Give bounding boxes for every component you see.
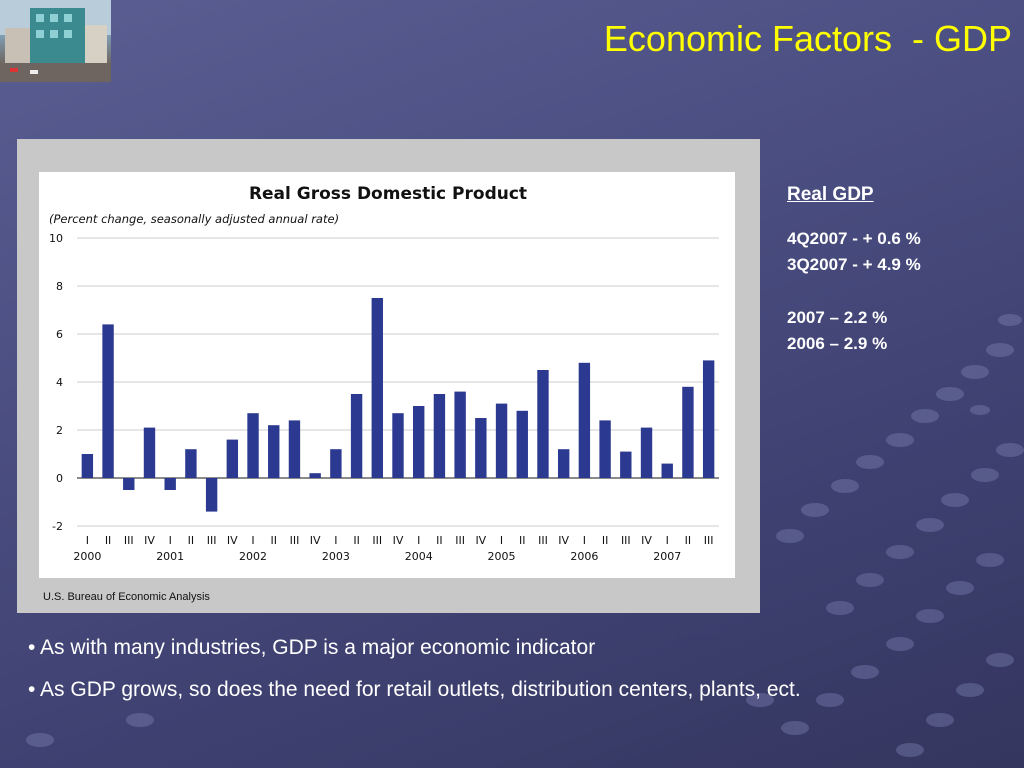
x-tick-label: IV	[144, 534, 155, 547]
slide-title: Economic Factors - GDP	[603, 18, 1012, 59]
bar	[288, 420, 301, 478]
bullet-list: • As with many industries, GDP is a majo…	[28, 636, 801, 720]
x-tick-label: IV	[641, 534, 652, 547]
year-label: 2005	[488, 550, 516, 563]
x-tick-label: I	[86, 534, 89, 547]
y-tick-label: 8	[56, 280, 63, 293]
x-tick-label: I	[417, 534, 420, 547]
bar	[164, 478, 176, 490]
x-tick-label: IV	[558, 534, 569, 547]
chart-area: Real Gross Domestic Product (Percent cha…	[39, 172, 735, 578]
x-tick-label: II	[436, 534, 443, 547]
x-tick-label: III	[207, 534, 217, 547]
bar	[371, 298, 383, 478]
y-tick-label: 0	[56, 472, 63, 485]
x-tick-label: II	[519, 534, 526, 547]
bar	[350, 394, 363, 478]
bar	[185, 449, 197, 478]
x-tick-label: III	[621, 534, 631, 547]
bar	[205, 478, 218, 512]
bar	[226, 439, 239, 478]
real-gdp-heading: Real GDP	[787, 184, 874, 205]
bar	[620, 451, 632, 478]
x-tick-label: III	[124, 534, 134, 547]
bar	[702, 360, 715, 478]
year-label: 2007	[653, 550, 681, 563]
bar	[330, 449, 342, 478]
bar	[268, 425, 280, 478]
bar	[309, 473, 321, 478]
chart-subtitle: (Percent change, seasonally adjusted ann…	[49, 212, 339, 226]
bar	[454, 391, 466, 478]
bar	[81, 454, 94, 478]
year-label: 2002	[239, 550, 267, 563]
x-tick-label: IV	[227, 534, 238, 547]
gdp-bar-chart: Real Gross Domestic Product (Percent cha…	[49, 184, 719, 563]
x-tick-label: II	[685, 534, 692, 547]
x-tick-label: III	[538, 534, 548, 547]
gdp-q3-2007: 3Q2007 - + 4.9 %	[787, 255, 921, 274]
bar	[557, 449, 570, 478]
building-thumbnail	[0, 0, 111, 82]
year-label: 2003	[322, 550, 350, 563]
x-tick-label: I	[500, 534, 503, 547]
real-gdp-panel: Real GDP 4Q2007 - + 0.6 % 3Q2007 - + 4.9…	[787, 184, 921, 357]
x-tick-label: IV	[393, 534, 404, 547]
bar	[516, 410, 528, 478]
year-label: 2001	[156, 550, 184, 563]
gdp-annual-2006: 2006 – 2.9 %	[787, 334, 888, 353]
year-label: 2006	[570, 550, 598, 563]
bar	[578, 362, 591, 478]
x-tick-label: IV	[475, 534, 486, 547]
x-tick-label: II	[353, 534, 360, 547]
x-tick-label: I	[251, 534, 254, 547]
x-tick-label: III	[704, 534, 714, 547]
chart-title: Real Gross Domestic Product	[249, 184, 527, 204]
bar	[640, 427, 653, 478]
gdp-q4-2007: 4Q2007 - + 0.6 %	[787, 229, 921, 248]
x-tick-label: III	[290, 534, 300, 547]
bar	[247, 413, 259, 478]
x-tick-label: I	[583, 534, 586, 547]
bullet-item: • As with many industries, GDP is a majo…	[28, 636, 596, 659]
bar	[682, 386, 694, 478]
bar	[392, 413, 404, 478]
bar	[495, 403, 508, 478]
bar	[413, 406, 425, 478]
y-tick-label: 2	[56, 424, 63, 437]
bar	[599, 420, 611, 478]
x-tick-label: I	[169, 534, 172, 547]
bar	[433, 394, 446, 478]
gdp-annual-2007: 2007 – 2.2 %	[787, 308, 888, 327]
bar	[475, 418, 487, 478]
year-label: 2004	[405, 550, 433, 563]
y-tick-label: -2	[52, 520, 63, 533]
x-tick-label: II	[105, 534, 112, 547]
bar	[661, 463, 673, 478]
y-tick-label: 6	[56, 328, 63, 341]
bar	[537, 370, 549, 478]
x-tick-label: III	[455, 534, 465, 547]
date-stamp: 1/30/2008	[676, 634, 721, 645]
x-tick-label: II	[188, 534, 195, 547]
x-tick-label: II	[602, 534, 609, 547]
bullet-item: • As GDP grows, so does the need for ret…	[28, 678, 801, 701]
y-tick-label: 4	[56, 376, 63, 389]
x-tick-label: I	[334, 534, 337, 547]
year-label: 2000	[73, 550, 101, 563]
bar	[123, 478, 135, 490]
chart-frame: Real Gross Domestic Product (Percent cha…	[17, 139, 760, 613]
x-tick-label: II	[270, 534, 277, 547]
y-tick-label: 10	[49, 232, 63, 245]
bar	[143, 427, 156, 478]
x-tick-label: IV	[310, 534, 321, 547]
x-tick-label: III	[372, 534, 382, 547]
x-tick-label: I	[666, 534, 669, 547]
chart-source: U.S. Bureau of Economic Analysis	[43, 591, 210, 603]
bar	[102, 324, 114, 478]
